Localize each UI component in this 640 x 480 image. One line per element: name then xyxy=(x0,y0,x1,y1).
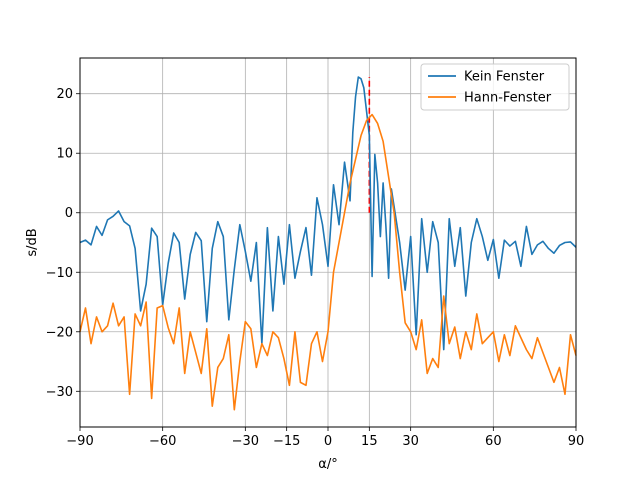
legend-label: Kein Fenster xyxy=(464,70,545,85)
x-tick-label: −30 xyxy=(232,434,259,449)
axis-ticks: −90 −60 −30 −15 0 15 30 60 90 −30 −20 −10 0 10 20 xyxy=(46,87,585,449)
series-line-hann-fenster xyxy=(79,113,577,411)
y-tick-label: 0 xyxy=(65,206,73,221)
x-tick-label: 30 xyxy=(402,434,419,449)
y-axis-label: s/dB xyxy=(25,228,40,256)
y-tick-label: 10 xyxy=(56,147,73,162)
x-tick-label: −60 xyxy=(149,434,176,449)
y-tick-label: 20 xyxy=(56,87,73,102)
x-tick-label: 15 xyxy=(361,434,378,449)
legend: Kein Fenster Hann-Fenster xyxy=(420,63,570,111)
series-group xyxy=(79,76,577,411)
x-axis-label: α/° xyxy=(318,457,337,472)
legend-box xyxy=(420,63,570,111)
x-tick-label: 90 xyxy=(568,434,585,449)
x-tick-label: 0 xyxy=(324,434,332,449)
x-tick-label: −15 xyxy=(273,434,300,449)
y-tick-label: −30 xyxy=(46,385,73,400)
legend-label: Hann-Fenster xyxy=(464,91,552,106)
y-tick-label: −10 xyxy=(46,266,73,281)
x-tick-label: 60 xyxy=(485,434,502,449)
y-tick-label: −20 xyxy=(46,325,73,340)
series-line-kein-fenster xyxy=(79,76,577,351)
x-tick-label: −90 xyxy=(66,434,93,449)
